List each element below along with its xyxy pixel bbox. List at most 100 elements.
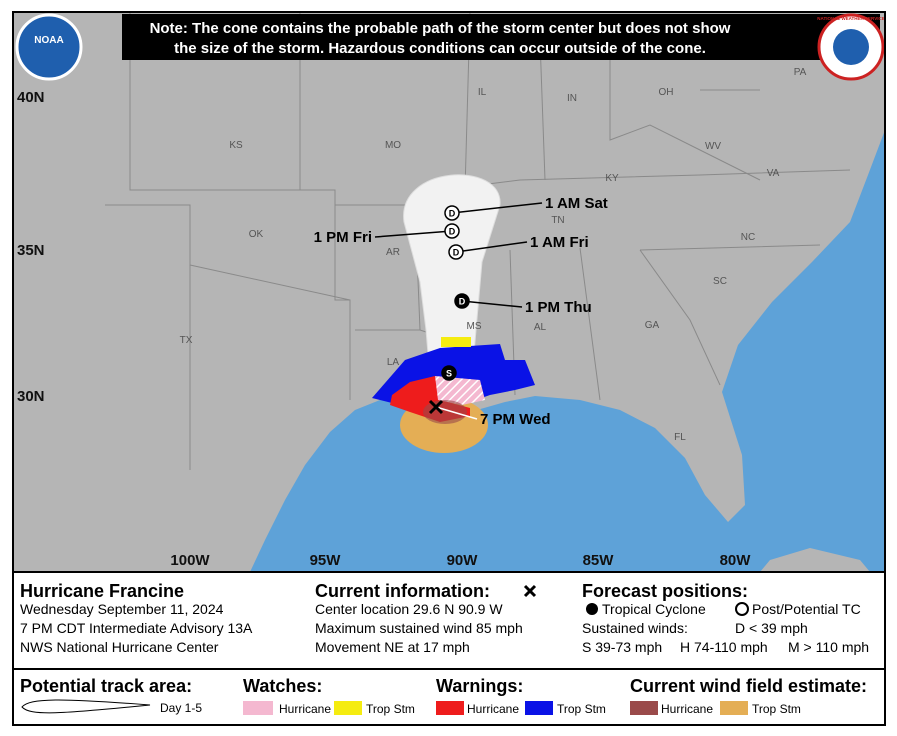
info-line: Maximum sustained wind 85 mph bbox=[315, 620, 523, 636]
state-label: KS bbox=[229, 140, 243, 151]
state-label: VA bbox=[767, 168, 780, 179]
state-label: IN bbox=[567, 93, 577, 104]
forecast-text: H 74-110 mph bbox=[680, 639, 768, 655]
noaa-logo bbox=[15, 13, 83, 81]
track-label: 7 PM Wed bbox=[480, 411, 551, 428]
track-label: 1 PM Fri bbox=[314, 229, 372, 246]
trop-storm-watch bbox=[441, 337, 471, 347]
state-label: MO bbox=[385, 140, 401, 151]
current-icon bbox=[523, 584, 537, 598]
legend-text: Trop Stm bbox=[366, 702, 415, 716]
state-label: AR bbox=[386, 247, 400, 258]
leader-line bbox=[461, 300, 523, 308]
hurricane-watch bbox=[435, 376, 485, 405]
leader-line bbox=[455, 241, 528, 253]
cone-icon bbox=[21, 699, 151, 714]
forecast-text: S 39-73 mph bbox=[582, 639, 662, 655]
storm-name: Hurricane Francine bbox=[20, 581, 184, 601]
track-marker: D bbox=[459, 297, 466, 307]
track-point bbox=[454, 293, 470, 309]
legend-title: Watches: bbox=[243, 676, 322, 696]
lon-label: 80W bbox=[720, 552, 752, 569]
legend-title: Potential track area: bbox=[20, 676, 192, 696]
track-point bbox=[441, 365, 457, 381]
swatch bbox=[525, 701, 553, 715]
state-label: FL bbox=[674, 432, 686, 443]
tropical-icon bbox=[586, 603, 598, 615]
track-point bbox=[444, 223, 460, 239]
swatch bbox=[720, 701, 748, 715]
state-label: WV bbox=[705, 141, 721, 152]
note-line: the size of the storm. Hazardous conditi… bbox=[174, 40, 706, 57]
state-label: KY bbox=[605, 173, 619, 184]
lat-label: 30N bbox=[17, 388, 45, 405]
state-label: TX bbox=[180, 335, 193, 346]
state-label: NC bbox=[741, 232, 755, 243]
lon-label: 100W bbox=[170, 552, 210, 569]
map bbox=[13, 11, 885, 572]
post-icon bbox=[735, 602, 749, 616]
track-label: 1 PM Thu bbox=[525, 299, 592, 316]
border bbox=[105, 204, 191, 470]
current-position bbox=[428, 399, 444, 415]
lat-label: 35N bbox=[17, 242, 45, 259]
info-line: 7 PM CDT Intermediate Advisory 13A bbox=[20, 620, 253, 636]
track-marker: D bbox=[453, 248, 460, 258]
state-label: OK bbox=[249, 229, 264, 240]
forecast-text: Sustained winds: bbox=[582, 620, 688, 636]
forecast-text: M > 110 mph bbox=[788, 639, 869, 655]
leader-line bbox=[435, 406, 478, 420]
lon-label: 95W bbox=[310, 552, 342, 569]
nws-logo-inner bbox=[833, 29, 869, 65]
track-point bbox=[444, 205, 460, 221]
state-label: TN bbox=[551, 215, 564, 226]
cuba bbox=[760, 548, 870, 572]
info-line: Center location 29.6 N 90.9 W bbox=[315, 601, 503, 617]
leader-line bbox=[451, 202, 543, 214]
state-label: AL bbox=[534, 322, 547, 333]
swatch bbox=[243, 701, 273, 715]
lon-label: 90W bbox=[447, 552, 479, 569]
forecast-title: Forecast positions: bbox=[582, 581, 748, 601]
leader-line bbox=[374, 230, 453, 238]
legend-text: Hurricane bbox=[467, 702, 519, 716]
swatch bbox=[436, 701, 464, 715]
track-marker: D bbox=[449, 227, 456, 237]
info-line: NWS National Hurricane Center bbox=[20, 639, 219, 655]
swatch bbox=[334, 701, 362, 715]
forecast-text: Tropical Cyclone bbox=[602, 601, 706, 617]
track-marker: S bbox=[446, 369, 452, 379]
track-marker: D bbox=[449, 209, 456, 219]
ocean bbox=[250, 130, 885, 572]
state-label: IL bbox=[478, 87, 487, 98]
current-title: Current information: bbox=[315, 581, 490, 601]
legend-text: Day 1-5 bbox=[160, 701, 202, 715]
legend-text: Trop Stm bbox=[557, 702, 606, 716]
track-label: 1 AM Sat bbox=[545, 195, 608, 212]
lat-label: 40N bbox=[17, 89, 45, 106]
state-label: GA bbox=[645, 320, 660, 331]
info-line: Wednesday September 11, 2024 bbox=[20, 601, 224, 617]
state-label: PA bbox=[794, 67, 807, 78]
forecast-text: Post/Potential TC bbox=[752, 601, 861, 617]
legend-text: Trop Stm bbox=[752, 702, 801, 716]
legend-text: Hurricane bbox=[661, 702, 713, 716]
note-line: Note: The cone contains the probable pat… bbox=[150, 20, 731, 37]
forecast-text: D < 39 mph bbox=[735, 620, 808, 636]
note-box bbox=[122, 14, 880, 60]
track-point bbox=[448, 244, 464, 260]
frame bbox=[12, 11, 886, 726]
state-label: MS bbox=[467, 321, 482, 332]
noaa-logo-text: NOAA bbox=[34, 35, 63, 46]
nws-logo-text: NATIONAL WEATHER SERVICE bbox=[817, 16, 884, 21]
state-label: SC bbox=[713, 276, 727, 287]
border bbox=[464, 11, 821, 251]
legend-text: Hurricane bbox=[279, 702, 331, 716]
info-line: Movement NE at 17 mph bbox=[315, 639, 470, 655]
swatch bbox=[630, 701, 658, 715]
legend-title: Current wind field estimate: bbox=[630, 676, 867, 696]
track-label: 1 AM Fri bbox=[530, 234, 589, 251]
border bbox=[189, 264, 351, 301]
border bbox=[129, 12, 351, 400]
